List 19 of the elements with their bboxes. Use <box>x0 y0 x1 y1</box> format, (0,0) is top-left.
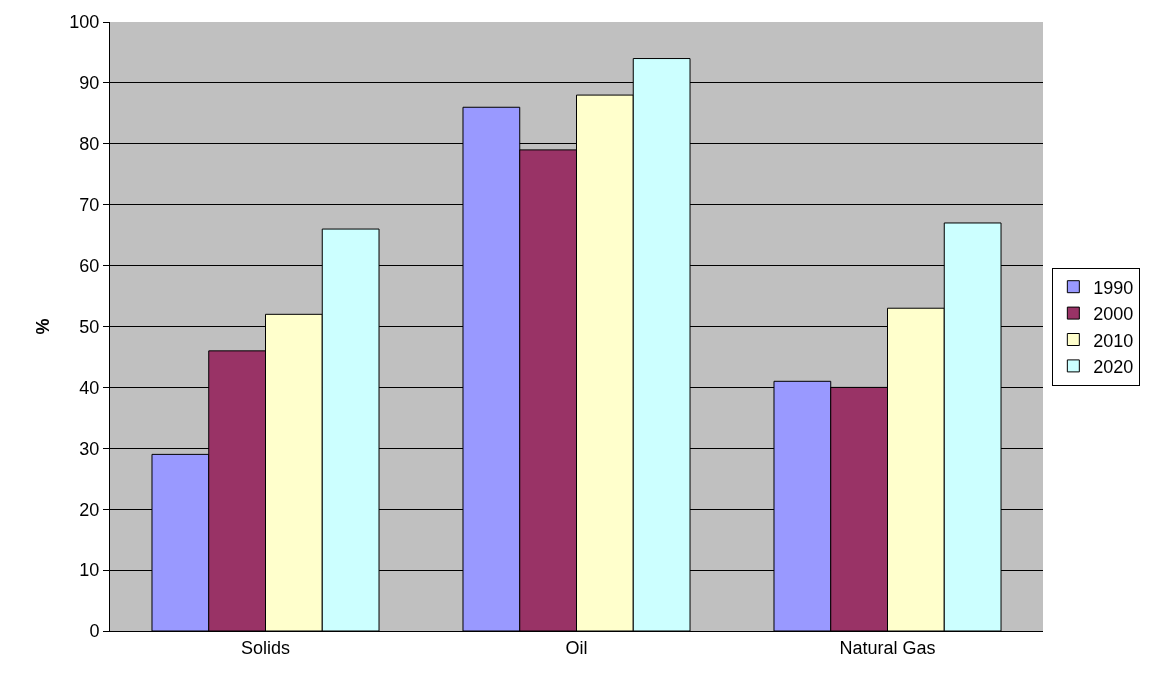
y-tick-label: 30 <box>79 438 100 459</box>
y-tick-label: 50 <box>79 316 100 337</box>
y-tick-label: 0 <box>89 621 100 642</box>
y-tick-label: 70 <box>79 195 100 215</box>
y-tick-label: 10 <box>79 560 100 581</box>
legend-label: 2010 <box>1093 330 1134 351</box>
y-tick-label: 80 <box>79 134 100 155</box>
legend-label: 1990 <box>1093 277 1134 298</box>
y-tick-label: 20 <box>79 499 100 520</box>
y-tick-label: 100 <box>69 12 100 33</box>
legend-label: 2020 <box>1093 356 1134 377</box>
x-tick-label: Oil <box>565 637 588 658</box>
x-tick-label: Solids <box>240 637 291 658</box>
y-tick-label: 90 <box>79 73 100 94</box>
x-tick-label: Natural Gas <box>839 637 936 658</box>
y-axis-title: % <box>32 318 53 335</box>
legend-label: 2000 <box>1093 304 1134 325</box>
y-tick-label: 60 <box>79 255 100 276</box>
y-tick-label: 40 <box>79 377 100 398</box>
